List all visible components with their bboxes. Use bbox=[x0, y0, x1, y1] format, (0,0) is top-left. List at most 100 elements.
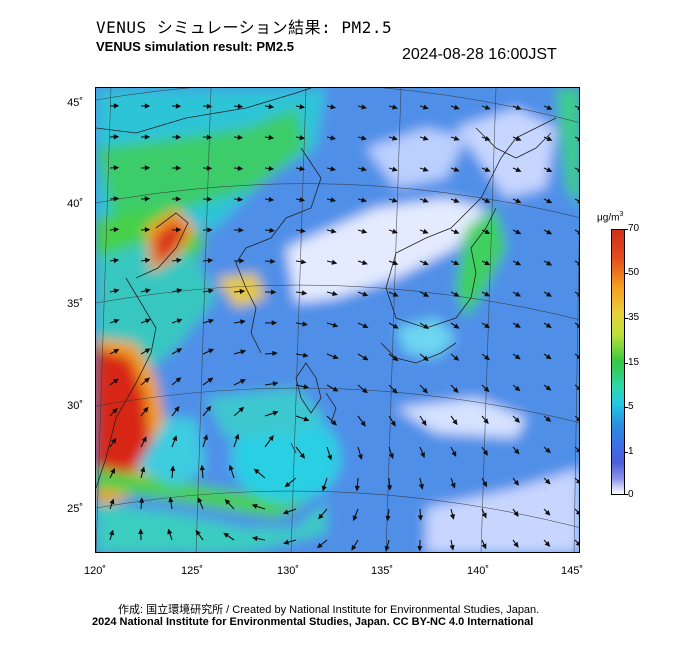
wind-vector-head bbox=[577, 137, 579, 142]
wind-vector-head bbox=[110, 467, 115, 474]
wind-vector-head bbox=[449, 513, 455, 520]
wind-vector-head bbox=[268, 196, 275, 203]
wind-vector-head bbox=[299, 135, 306, 141]
lat-label-35: 35˚ bbox=[67, 298, 83, 310]
wind-vector-head bbox=[422, 260, 429, 266]
wind-vector-head bbox=[484, 229, 491, 234]
wind-vector-head bbox=[176, 318, 183, 324]
wind-vector-head bbox=[176, 257, 182, 263]
wind-vector-head bbox=[238, 227, 244, 233]
wind-vector-head bbox=[167, 528, 173, 535]
wind-vector-head bbox=[576, 323, 579, 328]
wind-vector-head bbox=[482, 481, 488, 488]
graticule bbox=[96, 88, 579, 552]
wind-vector-head bbox=[269, 227, 275, 234]
wind-vector-head bbox=[145, 318, 152, 324]
wind-vector-head bbox=[545, 291, 552, 297]
wind-vector-head bbox=[546, 260, 553, 266]
lon-label-135: 135˚ bbox=[370, 565, 394, 577]
wind-vector-head bbox=[453, 323, 460, 329]
wind-vector-head bbox=[268, 134, 275, 141]
pm25-map bbox=[95, 87, 580, 553]
forecast-timestamp: 2024-08-28 16:00JST bbox=[402, 46, 557, 63]
wind-vector-head bbox=[112, 378, 119, 384]
wind-vector-head bbox=[327, 454, 333, 461]
wind-vector-head bbox=[422, 387, 428, 394]
wind-vector-head bbox=[576, 261, 579, 266]
wind-vector-head bbox=[234, 433, 240, 440]
wind-vector-head bbox=[453, 291, 460, 297]
wind-vector-head bbox=[197, 496, 203, 503]
wind-vector-head bbox=[392, 355, 399, 362]
wind-vector-head bbox=[144, 227, 151, 233]
wind-vector-head bbox=[481, 543, 487, 550]
wind-vector-head bbox=[272, 350, 278, 357]
wind-vector-head bbox=[546, 136, 553, 141]
wind-vector-head bbox=[514, 385, 521, 392]
wind-vector-head bbox=[422, 104, 429, 110]
wind-vector-head bbox=[113, 348, 120, 354]
wind-vector-head bbox=[575, 541, 579, 546]
colorbar-tick-15: 15 bbox=[628, 357, 640, 368]
wind-vector-head bbox=[207, 377, 214, 383]
wind-vector-head bbox=[303, 416, 310, 422]
wind-vector-head bbox=[391, 197, 398, 203]
title-english: VENUS simulation result: PM2.5 bbox=[96, 39, 294, 54]
wind-vector-head bbox=[175, 103, 182, 109]
wind-vector-head bbox=[391, 388, 398, 394]
wind-vector-head bbox=[237, 196, 244, 202]
wind-vector-head bbox=[206, 165, 213, 171]
wind-vector-head bbox=[513, 448, 520, 455]
wind-vector-head bbox=[577, 230, 579, 235]
lon-label-130: 130˚ bbox=[276, 565, 300, 577]
wind-vector-head bbox=[484, 291, 491, 297]
wind-vector-head bbox=[321, 485, 327, 492]
wind-vector-head bbox=[423, 323, 430, 329]
wind-vector-head bbox=[144, 377, 150, 384]
wind-vector-head bbox=[208, 348, 215, 354]
wind-vector-head bbox=[361, 228, 368, 234]
wind-vector-head bbox=[282, 509, 289, 515]
wind-vector-head bbox=[268, 435, 274, 441]
wind-vector-head bbox=[332, 386, 339, 392]
wind-vector-head bbox=[238, 406, 245, 413]
wind-vector-head bbox=[199, 464, 205, 471]
wind-vector-head bbox=[223, 532, 230, 538]
wind-vector-head bbox=[332, 354, 339, 360]
title-japanese: VENUS シミュレーション結果: PM2.5 bbox=[96, 18, 393, 37]
wind-vector-head bbox=[576, 448, 579, 453]
wind-vector-head bbox=[575, 510, 579, 515]
wind-vector-head bbox=[251, 503, 258, 509]
wind-vector-head bbox=[361, 197, 367, 203]
wind-vector-head bbox=[299, 452, 306, 459]
wind-vector-head bbox=[195, 529, 201, 536]
wind-vector-head bbox=[240, 319, 246, 325]
wind-vector-head bbox=[514, 354, 521, 360]
wind-vector-head bbox=[301, 290, 308, 296]
wind-vector-head bbox=[170, 465, 176, 471]
wind-vector-head bbox=[361, 135, 367, 141]
wind-vector-head bbox=[577, 106, 579, 110]
wind-vector-head bbox=[515, 260, 522, 266]
wind-vector-head bbox=[483, 386, 490, 393]
wind-vector-head bbox=[484, 354, 490, 361]
wind-vector-head bbox=[361, 260, 368, 266]
wind-vector-head bbox=[144, 196, 151, 202]
wind-vector-head bbox=[453, 166, 460, 172]
wind-vector-head bbox=[330, 104, 337, 110]
wind-vector-head bbox=[206, 134, 213, 140]
wind-vector-head bbox=[361, 166, 367, 172]
wind-vector-head bbox=[418, 483, 424, 490]
wind-vector-head bbox=[332, 322, 339, 328]
wind-vector-head bbox=[354, 485, 360, 492]
wind-vector-head bbox=[545, 447, 551, 454]
wind-vector-head bbox=[357, 453, 363, 460]
wind-vector-head bbox=[208, 318, 215, 324]
wind-vector-head bbox=[514, 417, 521, 423]
wind-vector-head bbox=[331, 290, 338, 297]
wind-vector-field bbox=[109, 103, 579, 552]
wind-vector-head bbox=[207, 227, 213, 233]
wind-vector-head bbox=[453, 135, 460, 141]
credit-line: 作成: 国立環境研究所 / Created by National Instit… bbox=[118, 604, 540, 616]
wind-vector-head bbox=[421, 420, 427, 426]
